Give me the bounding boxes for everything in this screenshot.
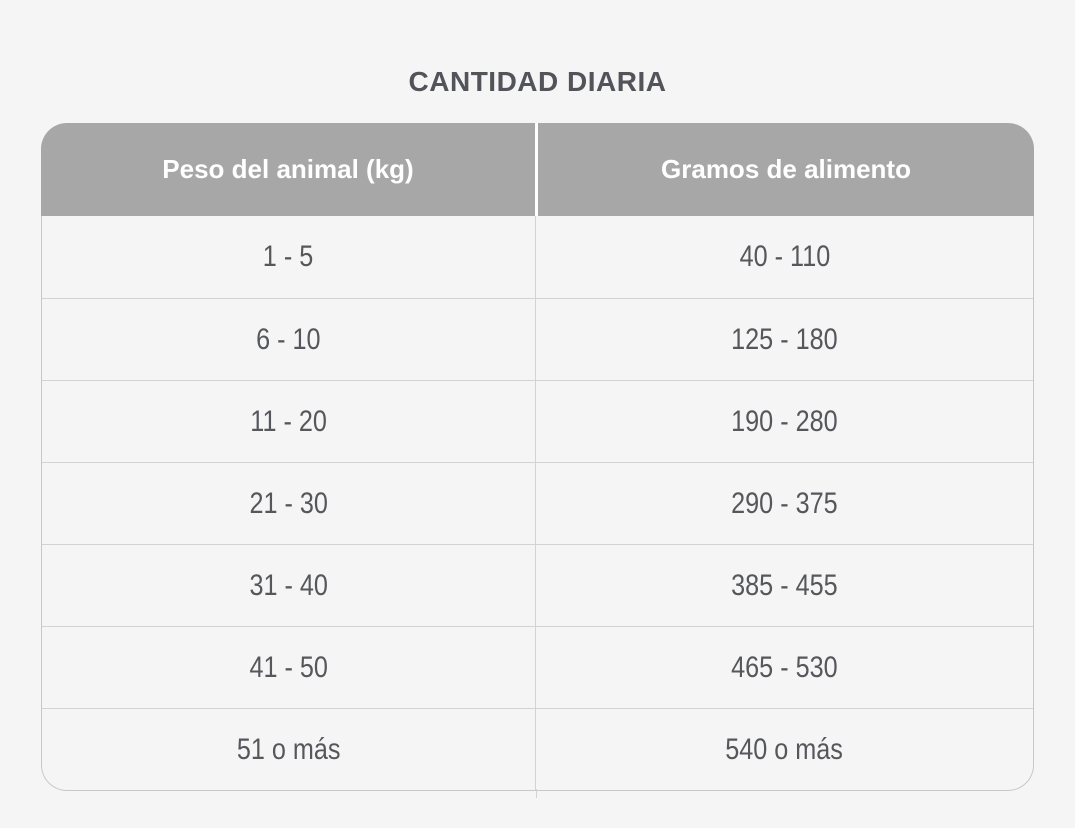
grams-cell: 190 - 280	[731, 404, 838, 438]
daily-amount-table: Peso del animal (kg) Gramos de alimento …	[41, 123, 1034, 798]
weight-cell: 51 o más	[42, 709, 536, 790]
table-row: 6 - 10 125 - 180	[42, 298, 1033, 380]
header-divider	[535, 123, 538, 216]
weight-cell: 21 - 30	[42, 463, 536, 544]
table-header-row: Peso del animal (kg) Gramos de alimento	[41, 123, 1034, 216]
grams-cell: 540 o más	[725, 732, 844, 766]
column-divider-tail	[536, 789, 537, 798]
header-grams: Gramos de alimento	[661, 154, 911, 184]
page-title: CANTIDAD DIARIA	[408, 66, 667, 97]
table-row: 1 - 5 40 - 110	[42, 216, 1033, 298]
table-body: 1 - 5 40 - 110 6 - 10 125 - 180 11 - 20 …	[41, 216, 1034, 798]
weight-cell: 31 - 40	[42, 545, 536, 626]
table-row: 11 - 20 190 - 280	[42, 380, 1033, 462]
grams-cell: 385 - 455	[731, 568, 838, 602]
weight-cell: 6 - 10	[42, 299, 536, 380]
table-row: 51 o más 540 o más	[42, 708, 1033, 790]
weight-cell: 41 - 50	[42, 627, 536, 708]
grams-cell: 465 - 530	[731, 650, 838, 684]
grams-cell: 40 - 110	[739, 240, 830, 273]
grams-cell: 290 - 375	[731, 486, 838, 520]
weight-cell: 1 - 5	[42, 216, 536, 298]
grams-cell: 125 - 180	[731, 322, 838, 356]
header-weight: Peso del animal (kg)	[162, 154, 414, 184]
weight-cell: 11 - 20	[42, 381, 536, 462]
table-row: 31 - 40 385 - 455	[42, 544, 1033, 626]
table-row: 41 - 50 465 - 530	[42, 626, 1033, 708]
table-row: 21 - 30 290 - 375	[42, 462, 1033, 544]
